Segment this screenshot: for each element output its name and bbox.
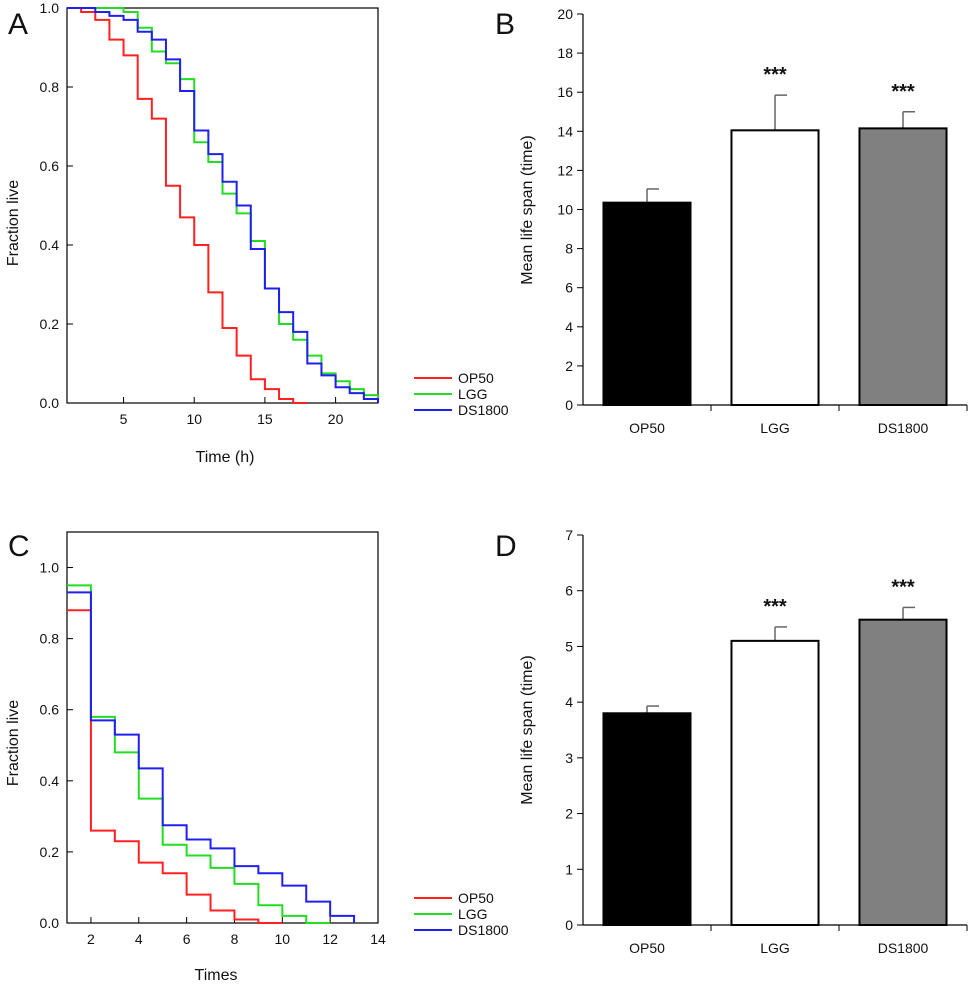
bar-op50 bbox=[602, 201, 692, 406]
x-tick-label: 15 bbox=[257, 411, 273, 427]
x-tick-label: 2 bbox=[87, 931, 95, 947]
significance-marker-ds1800: *** bbox=[891, 576, 915, 598]
y-tick-label: 5 bbox=[565, 638, 573, 654]
y-tick-label: 8 bbox=[565, 241, 573, 257]
y-tick-label: 0.6 bbox=[40, 158, 60, 174]
y-tick-label: 0.0 bbox=[40, 915, 60, 931]
y-tick-label: 4 bbox=[565, 694, 573, 710]
y-tick-label: 18 bbox=[557, 45, 573, 61]
y-tick-label: 0.4 bbox=[40, 237, 60, 253]
y-tick-label: 2 bbox=[565, 806, 573, 822]
significance-marker-lgg: *** bbox=[763, 596, 787, 618]
x-tick-label: DS1800 bbox=[878, 940, 929, 956]
y-tick-label: 20 bbox=[557, 6, 573, 22]
x-tick-label: DS1800 bbox=[878, 420, 929, 436]
bar-ds1800 bbox=[858, 618, 948, 927]
y-tick-label: 0 bbox=[565, 917, 573, 933]
y-axis-label: Fraction live bbox=[5, 180, 22, 266]
plot-frame bbox=[66, 531, 379, 924]
x-tick-label: 6 bbox=[183, 931, 191, 947]
bar-op50 bbox=[602, 712, 692, 926]
panel-letter-b: B bbox=[495, 8, 515, 41]
x-tick-label: 5 bbox=[120, 411, 128, 427]
legend-label-op50: OP50 bbox=[458, 370, 494, 386]
y-tick-label: 0.8 bbox=[40, 79, 60, 95]
x-tick-label: 8 bbox=[231, 931, 239, 947]
y-tick-label: 14 bbox=[557, 123, 573, 139]
series-line-op50 bbox=[67, 7, 308, 404]
panel-b-bar-chart: B 0 2 4 6 8 10 12 14 16 18 20 OP50 LGG *** DS1800 *** M… bbox=[495, 6, 968, 436]
y-tick-label: 0.6 bbox=[40, 702, 60, 718]
x-axis-label: Times bbox=[195, 967, 238, 984]
x-tick-label: 10 bbox=[186, 411, 202, 427]
y-tick-label: 0 bbox=[565, 397, 573, 413]
series-line-lgg bbox=[67, 584, 331, 924]
y-tick-label: 1.0 bbox=[40, 560, 60, 576]
legend-label-lgg: LGG bbox=[458, 906, 488, 922]
panel-d-bar-chart: D 0 1 2 3 4 5 6 7 OP50 LGG *** DS1800 *** Mean life … bbox=[495, 527, 968, 956]
y-tick-label: 6 bbox=[565, 280, 573, 296]
legend-label-lgg: LGG bbox=[458, 386, 488, 402]
bar-lgg bbox=[730, 639, 820, 926]
bar-ds1800 bbox=[858, 127, 948, 406]
plot-frame bbox=[66, 7, 379, 404]
y-tick-label: 6 bbox=[565, 583, 573, 599]
series-line-ds1800 bbox=[67, 7, 379, 403]
panel-letter-d: D bbox=[495, 530, 517, 563]
legend-label-ds1800: DS1800 bbox=[458, 402, 509, 418]
x-tick-label: 10 bbox=[275, 931, 291, 947]
significance-marker-lgg: *** bbox=[763, 64, 787, 86]
y-tick-label: 4 bbox=[565, 319, 573, 335]
panel-c-survival-chart: C 0.0 0.2 0.4 0.6 0.8 1.0 2 4 6 8 10 12 14 OP50LGGDS1… bbox=[5, 530, 509, 984]
y-tick-label: 1.0 bbox=[40, 0, 60, 16]
y-tick-label: 0.8 bbox=[40, 631, 60, 647]
x-axis-label: Time (h) bbox=[196, 449, 255, 466]
y-tick-label: 0.2 bbox=[40, 316, 60, 332]
series-line-op50 bbox=[67, 609, 283, 924]
x-tick-label: 20 bbox=[328, 411, 344, 427]
x-tick-label: OP50 bbox=[629, 940, 665, 956]
x-tick-label: 4 bbox=[135, 931, 143, 947]
y-tick-label: 0.2 bbox=[40, 844, 60, 860]
significance-marker-ds1800: *** bbox=[891, 81, 915, 103]
series-line-ds1800 bbox=[67, 591, 356, 923]
bar-lgg bbox=[730, 129, 820, 406]
x-tick-label: LGG bbox=[760, 420, 790, 436]
y-tick-label: 0.4 bbox=[40, 773, 60, 789]
panel-letter-c: C bbox=[8, 530, 30, 563]
y-tick-label: 16 bbox=[557, 84, 573, 100]
panel-a-survival-chart: A 0.0 0.2 0.4 0.6 0.8 1.0 5 10 15 20 OP50LGGDS1800… bbox=[5, 0, 509, 466]
x-tick-label: 14 bbox=[370, 931, 386, 947]
y-tick-label: 12 bbox=[557, 162, 573, 178]
y-tick-label: 10 bbox=[557, 202, 573, 218]
legend-label-op50: OP50 bbox=[458, 890, 494, 906]
y-axis-label: Mean life span (time) bbox=[519, 655, 536, 804]
panel-letter-a: A bbox=[8, 8, 28, 41]
x-tick-label: LGG bbox=[760, 940, 790, 956]
y-tick-label: 0.0 bbox=[40, 395, 60, 411]
y-tick-label: 3 bbox=[565, 750, 573, 766]
x-tick-label: 12 bbox=[322, 931, 338, 947]
series-line-lgg bbox=[67, 7, 379, 403]
x-tick-label: OP50 bbox=[629, 420, 665, 436]
y-axis-label: Mean life span (time) bbox=[519, 135, 536, 284]
legend-label-ds1800: DS1800 bbox=[458, 922, 509, 938]
y-axis-label: Fraction live bbox=[5, 700, 22, 786]
y-tick-label: 1 bbox=[565, 861, 573, 877]
y-tick-label: 7 bbox=[565, 527, 573, 543]
y-tick-label: 2 bbox=[565, 358, 573, 374]
